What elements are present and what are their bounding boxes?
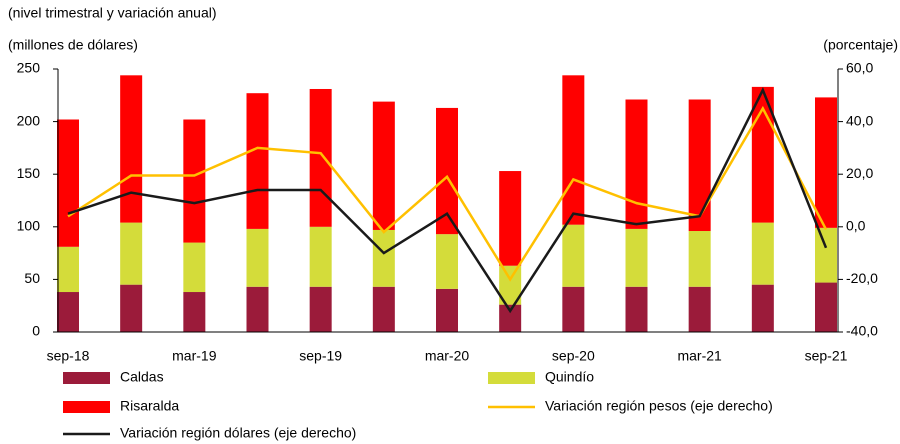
y-tick-label: 250 [17,60,41,76]
x-tick-label: sep-20 [552,348,595,364]
y-tick-label: 150 [17,165,41,181]
y2-tick-label: 60,0 [846,60,873,76]
bar-segment [815,227,837,283]
legend-label: Caldas [120,369,164,385]
bar-segment [372,229,395,287]
legend-label: Risaralda [120,398,179,414]
bar-segment [436,107,458,235]
legend-label: Quindío [545,369,594,385]
y2-tick-label: 0,0 [846,218,866,234]
bar-segment [183,242,206,293]
bar-segment [120,75,143,223]
bar-segment [309,88,332,227]
x-tick-label: mar-21 [677,348,722,364]
bar-segment [499,304,522,332]
bar-segment [120,222,143,285]
bar-segment [688,99,711,232]
bar-segment [246,228,269,287]
y-tick-label: 50 [24,270,40,286]
x-tick-label: mar-19 [172,348,217,364]
x-tick-label: sep-21 [805,348,848,364]
legend-swatch [63,401,110,413]
bar-segment [57,246,79,293]
bar-segment [372,101,395,230]
x-tick-label: mar-20 [425,348,470,364]
bar-segment [815,282,837,332]
y-tick-label: 100 [17,218,41,234]
y2-tick-label: -40,0 [846,323,878,339]
bar-segment [688,231,711,287]
legend-swatch [63,372,110,384]
bar-segment [562,75,585,225]
bar-segment [246,286,269,332]
bar-segment [499,265,522,305]
bar-segment [246,93,269,229]
bar-segment [751,284,774,332]
bar-segment [562,224,585,287]
bar-segment [120,284,143,332]
bar-segment [562,286,585,332]
legend-label: Variación región dólares (eje derecho) [120,425,356,441]
legend-swatch [488,372,535,384]
bar-segment [815,97,837,228]
y-axis-label: (millones de dólares) [8,37,138,53]
bar-segment [436,288,458,332]
y2-tick-label: 40,0 [846,112,873,128]
bar-segment [309,226,332,287]
y2-tick-label: -20,0 [846,270,878,286]
bar-segment [309,286,332,332]
bar-segment [183,292,206,332]
y-tick-label: 200 [17,112,41,128]
bar-segment [751,222,774,285]
x-tick-label: sep-19 [299,348,342,364]
bar-segment [372,286,395,332]
bar-segment [499,171,522,266]
bar-segment [625,99,648,229]
line-series [67,86,828,314]
x-tick-label: sep-18 [47,348,90,364]
bar-segment [183,119,206,243]
bar-segment [625,286,648,332]
chart-title: (nivel trimestral y variación anual) [8,5,217,21]
y2-tick-label: 20,0 [846,165,873,181]
bar-segment [436,234,458,289]
bar-segment [57,119,79,247]
bar-segment [57,292,79,332]
bar-segment [688,286,711,332]
bar-segment [625,228,648,287]
y-tick-label: 0 [32,323,40,339]
legend-label: Variación región pesos (eje derecho) [545,398,773,414]
y2-axis-label: (porcentaje) [823,37,898,53]
